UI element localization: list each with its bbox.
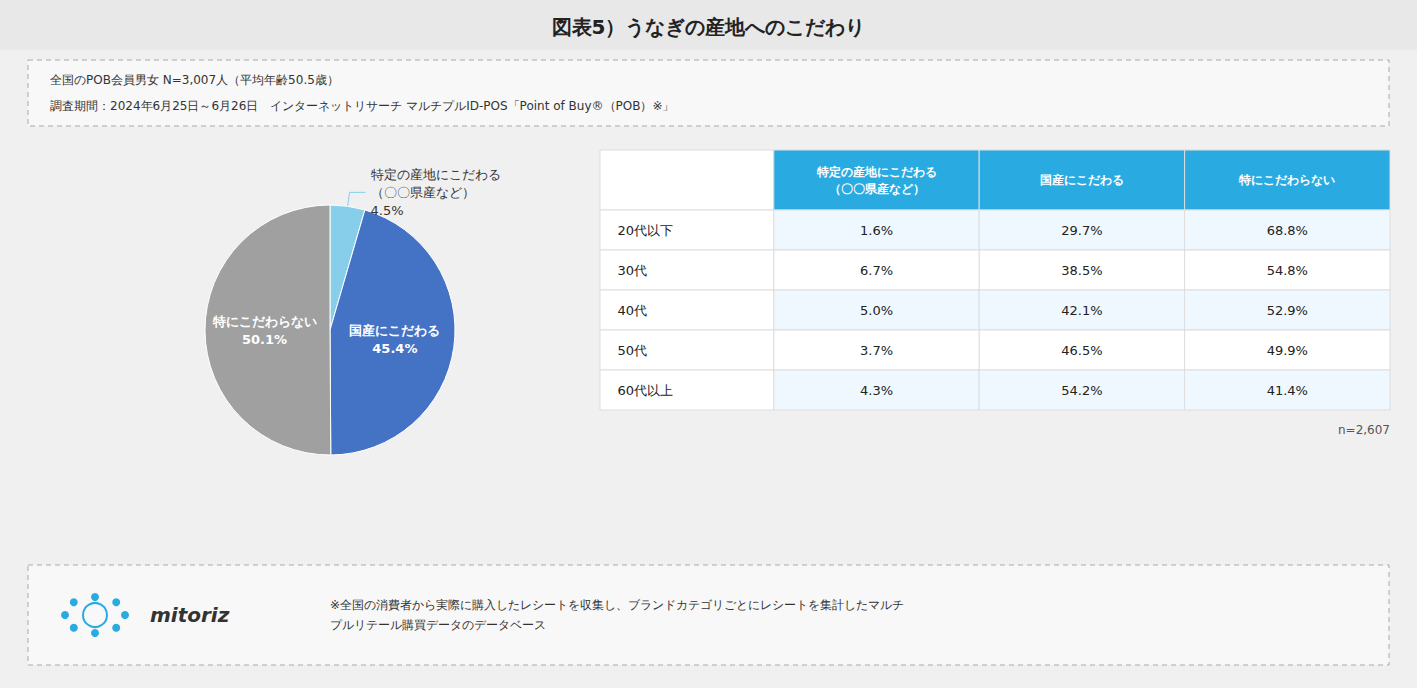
svg-text:40代: 40代 — [617, 303, 647, 318]
svg-text:54.8%: 54.8% — [1267, 263, 1308, 278]
svg-text:国産にこだわる: 国産にこだわる — [349, 323, 440, 338]
svg-text:4.3%: 4.3% — [860, 383, 893, 398]
svg-text:5.0%: 5.0% — [860, 303, 893, 318]
svg-text:調査期間：2024年6月25日～6月26日 インターネットリ: 調査期間：2024年6月25日～6月26日 インターネットリサーチ マルチプルI… — [50, 99, 674, 113]
svg-text:30代: 30代 — [617, 263, 647, 278]
svg-text:42.1%: 42.1% — [1061, 303, 1102, 318]
svg-text:46.5%: 46.5% — [1061, 343, 1102, 358]
svg-text:プルリテール購買データのデータベース: プルリテール購買データのデータベース — [330, 618, 546, 632]
svg-text:n=2,607: n=2,607 — [1338, 423, 1390, 437]
svg-text:41.4%: 41.4% — [1267, 383, 1308, 398]
svg-text:特定の産地にこだわる: 特定の産地にこだわる — [371, 167, 501, 182]
svg-text:（〇〇県産など）: （〇〇県産など） — [371, 185, 475, 200]
svg-text:図表5）うなぎの産地へのこだわり: 図表5）うなぎの産地へのこだわり — [552, 15, 866, 39]
svg-text:全国のPOB会員男女 N=3,007人（平均年齢50.5歳）: 全国のPOB会員男女 N=3,007人（平均年齢50.5歳） — [50, 73, 339, 87]
svg-text:3.7%: 3.7% — [860, 343, 893, 358]
svg-text:特にこだわらない: 特にこだわらない — [212, 314, 317, 329]
svg-text:38.5%: 38.5% — [1061, 263, 1102, 278]
svg-text:mitoriz: mitoriz — [150, 603, 230, 627]
svg-text:50.1%: 50.1% — [242, 332, 287, 347]
svg-text:68.8%: 68.8% — [1267, 223, 1308, 238]
svg-text:4.5%: 4.5% — [371, 203, 404, 218]
svg-text:特定の産地にこだわる: 特定の産地にこだわる — [816, 165, 937, 179]
svg-text:（〇〇県産など）: （〇〇県産など） — [829, 182, 925, 196]
svg-text:45.4%: 45.4% — [372, 341, 417, 356]
svg-text:特にこだわらない: 特にこだわらない — [1238, 173, 1335, 187]
svg-text:54.2%: 54.2% — [1061, 383, 1102, 398]
svg-text:49.9%: 49.9% — [1267, 343, 1308, 358]
svg-text:52.9%: 52.9% — [1267, 303, 1308, 318]
svg-text:1.6%: 1.6% — [860, 223, 893, 238]
svg-text:60代以上: 60代以上 — [617, 383, 673, 398]
svg-text:国産にこだわる: 国産にこだわる — [1040, 173, 1124, 187]
svg-text:※全国の消費者から実際に購入したレシートを収集し、ブランドカ: ※全国の消費者から実際に購入したレシートを収集し、ブランドカテゴリごとにレシート… — [330, 598, 904, 612]
svg-text:29.7%: 29.7% — [1061, 223, 1102, 238]
svg-text:6.7%: 6.7% — [860, 263, 893, 278]
svg-text:50代: 50代 — [617, 343, 647, 358]
svg-text:20代以下: 20代以下 — [617, 223, 673, 238]
